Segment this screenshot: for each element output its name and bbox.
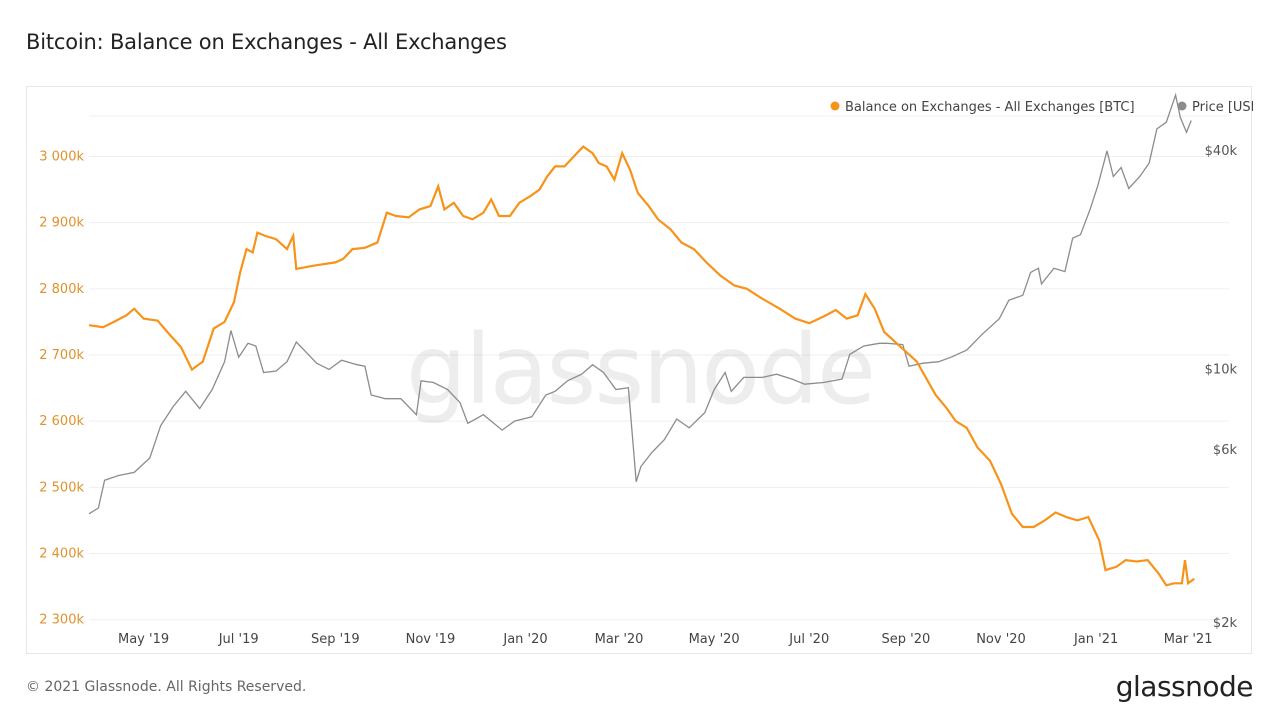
right-tick-label: $10k (1205, 362, 1238, 377)
right-axis-ticks: $2k $6k $10k $40k (1205, 144, 1238, 631)
legend-price-label: Price [USD] (1192, 100, 1253, 115)
left-tick-label: 2 800k (39, 282, 84, 297)
page-title: Bitcoin: Balance on Exchanges - All Exch… (26, 30, 507, 54)
left-tick-label: 2 900k (39, 216, 84, 231)
x-tick-label: Jan '21 (1073, 632, 1118, 647)
left-tick-label: 2 500k (39, 480, 84, 495)
right-tick-label: $6k (1213, 443, 1238, 458)
copyright-text: © 2021 Glassnode. All Rights Reserved. (26, 679, 307, 695)
x-tick-label: Nov '19 (406, 632, 456, 647)
balance-price-chart: glassnode 2 300k 2 400k 2 500k 2 600k 2 700k… (39, 92, 1253, 647)
right-tick-label: $40k (1205, 144, 1238, 159)
legend-balance-label: Balance on Exchanges - All Exchanges [BT… (845, 100, 1135, 115)
x-tick-label: Sep '19 (311, 632, 360, 647)
right-tick-label: $2k (1213, 616, 1238, 631)
glassnode-logo[interactable]: glassnode (1115, 670, 1254, 703)
legend: Balance on Exchanges - All Exchanges [BT… (830, 100, 1253, 115)
gridlines (89, 115, 1229, 621)
price-series-line (88, 92, 1192, 515)
x-tick-label: Sep '20 (882, 632, 931, 647)
left-tick-label: 2 300k (39, 613, 84, 628)
x-axis-ticks: May '19 Jul '19 Sep '19 Nov '19 Jan '20 Mar '… (118, 632, 1212, 647)
x-tick-label: Nov '20 (976, 632, 1026, 647)
left-tick-label: 3 000k (39, 149, 84, 164)
left-tick-label: 2 700k (39, 348, 84, 363)
x-tick-label: May '19 (118, 632, 169, 647)
x-tick-label: Jul '20 (788, 632, 829, 647)
chart-panel: glassnode 2 300k 2 400k 2 500k 2 600k 2 700k… (26, 86, 1253, 654)
legend-balance-dot (830, 101, 840, 111)
x-tick-label: Jul '19 (218, 632, 259, 647)
x-tick-label: Mar '21 (1164, 632, 1213, 647)
watermark: glassnode (406, 314, 874, 426)
x-tick-label: Mar '20 (595, 632, 644, 647)
x-tick-label: Jan '20 (502, 632, 547, 647)
legend-price-dot (1177, 101, 1187, 111)
balance-series-line (88, 145, 1195, 587)
x-tick-label: May '20 (689, 632, 740, 647)
left-tick-label: 2 600k (39, 414, 84, 429)
left-tick-label: 2 400k (39, 547, 84, 562)
left-axis-ticks: 2 300k 2 400k 2 500k 2 600k 2 700k 2 800k 2 90… (39, 149, 84, 627)
